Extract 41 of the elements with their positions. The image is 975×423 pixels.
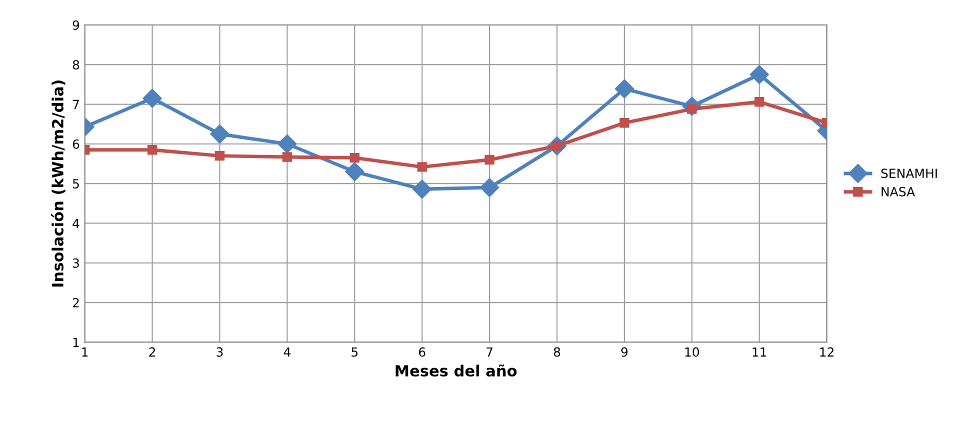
x-tick-label: 11 xyxy=(752,347,766,357)
x-tick-label: 12 xyxy=(820,347,834,357)
x-tick-label: 5 xyxy=(352,347,358,357)
point xyxy=(484,154,494,165)
x-tick-label: 9 xyxy=(621,347,628,357)
y-tick-label: 9 xyxy=(72,20,80,30)
y-tick-label: 3 xyxy=(72,258,79,268)
x-tick-label: 8 xyxy=(554,347,560,357)
y-tick-label: 7 xyxy=(73,100,79,110)
point xyxy=(282,152,292,162)
point xyxy=(480,178,500,198)
x-tick-label: 3 xyxy=(216,347,223,357)
x-tick-label: 4 xyxy=(284,347,290,357)
legend-label: NASA xyxy=(882,186,915,196)
x-tick-label: 7 xyxy=(486,347,492,357)
point xyxy=(210,124,230,144)
point xyxy=(750,64,769,84)
y-tick-label: 5 xyxy=(72,179,79,189)
point xyxy=(412,180,432,199)
y-tick-label: 8 xyxy=(72,60,80,70)
x-tick-label: 6 xyxy=(418,347,426,357)
point xyxy=(142,88,162,108)
point xyxy=(620,118,630,128)
point xyxy=(350,152,360,163)
x-axis-title: Meses del año xyxy=(396,364,517,377)
point xyxy=(214,150,225,161)
x-tick-label: 1 xyxy=(82,347,88,357)
point xyxy=(417,162,427,172)
point xyxy=(278,134,297,154)
x-tick-label: 2 xyxy=(149,347,155,357)
y-tick-label: 1 xyxy=(73,338,79,347)
y-tick-label: 2 xyxy=(72,298,79,308)
legend-label: SENAMHI xyxy=(881,168,937,178)
point xyxy=(345,162,364,182)
point xyxy=(754,97,764,107)
point xyxy=(614,79,634,98)
y-axis-title: Insolación (kWh/m2/dia) xyxy=(51,80,66,287)
y-tick-label: 6 xyxy=(72,139,80,149)
x-tick-label: 10 xyxy=(685,347,700,357)
point xyxy=(147,145,158,155)
y-tick-label: 4 xyxy=(72,218,80,228)
